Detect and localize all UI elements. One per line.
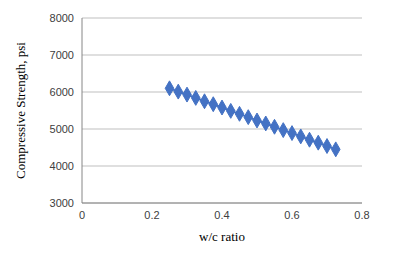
svg-text:0.4: 0.4 (214, 209, 229, 221)
svg-text:0: 0 (79, 209, 85, 221)
svg-text:0.2: 0.2 (144, 209, 159, 221)
svg-text:w/c ratio: w/c ratio (199, 229, 245, 244)
svg-text:6000: 6000 (50, 86, 74, 98)
svg-text:Compressive Strength, psi: Compressive Strength, psi (13, 42, 28, 179)
svg-text:7000: 7000 (50, 49, 74, 61)
svg-text:3000: 3000 (50, 197, 74, 209)
svg-text:0.8: 0.8 (354, 209, 369, 221)
svg-text:5000: 5000 (50, 123, 74, 135)
svg-text:4000: 4000 (50, 160, 74, 172)
svg-text:0.6: 0.6 (284, 209, 299, 221)
svg-text:8000: 8000 (50, 12, 74, 24)
